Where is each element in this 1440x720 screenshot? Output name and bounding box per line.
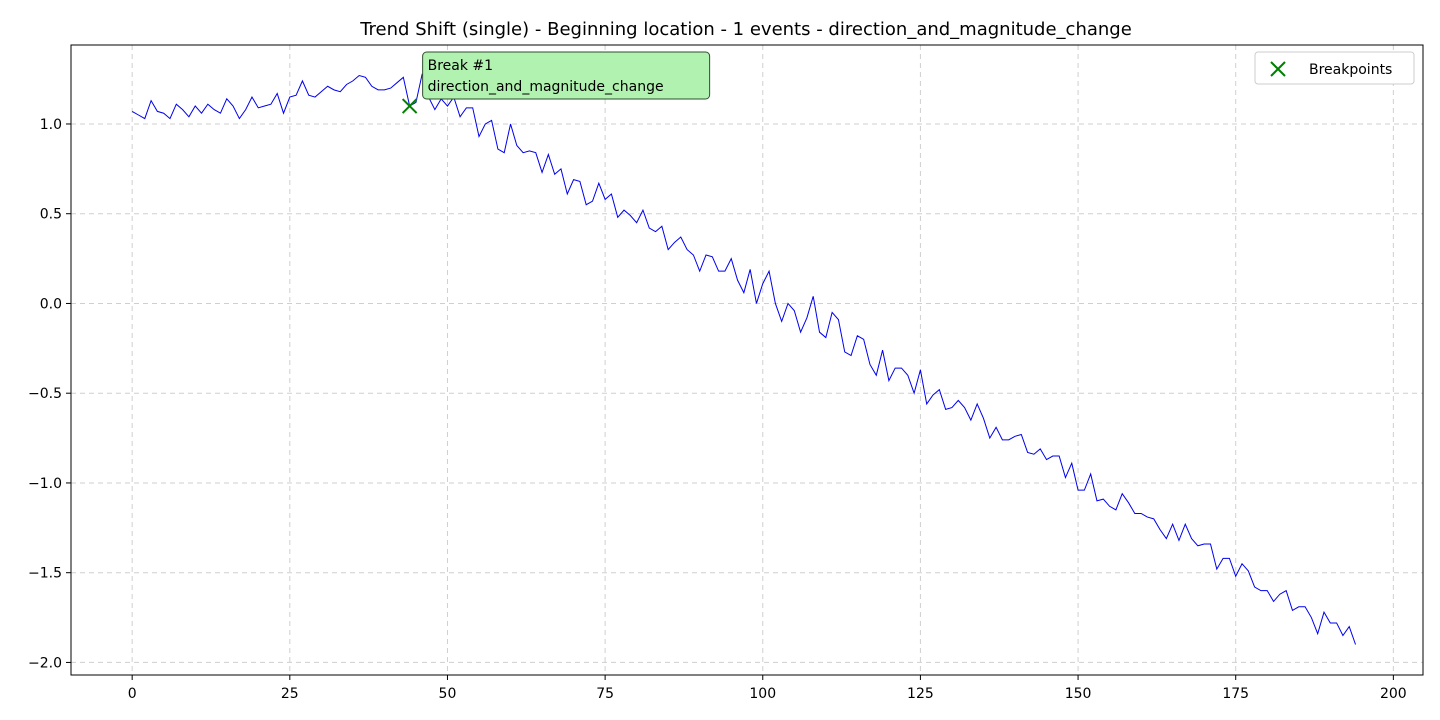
x-tick-label-7: 175 [1222,686,1249,702]
chart-title: Trend Shift (single) - Beginning locatio… [359,19,1132,40]
series-layer [131,73,1357,645]
legend-label-0: Breakpoints [1309,62,1392,78]
annotation-line-1: Break #1 [428,58,493,74]
breakpoint-x-stroke-b [401,98,418,114]
breakpoint-annotation-0: Break #1 direction_and_magnitude_change [422,51,711,100]
legend-box [1254,51,1415,85]
y-tick-label-0: 1.0 [40,117,62,133]
annotation-box [422,51,711,100]
axes: 0 25 50 75 100 125 150 175 200 1.0 0.5 0.0 −0.5 −1.0 −… [28,44,1424,702]
breakpoint-layer: Break #1 direction_and_magnitude_change [401,51,711,114]
grid-lines [71,45,1423,675]
x-tick-label-1: 25 [281,686,299,702]
plot-frame [70,44,1424,676]
legend-x-stroke-b [1270,61,1286,77]
legend-marker-0 [1270,61,1286,77]
breakpoint-marker-0 [401,98,418,114]
y-tick-label-1: 0.5 [40,207,62,223]
annotation-line-2: direction_and_magnitude_change [428,79,664,95]
x-tick-label-8: 200 [1380,686,1407,702]
x-tick-label-3: 75 [596,686,614,702]
x-tick-label-4: 100 [749,686,776,702]
y-tick-label-2: 0.0 [40,296,62,312]
y-tick-label-4: −1.0 [28,476,62,492]
y-tick-label-3: −0.5 [28,386,62,402]
y-tick-label-6: −2.0 [28,655,62,671]
legend: Breakpoints [1254,51,1415,85]
x-tick-label-6: 150 [1065,686,1092,702]
x-tick-label-0: 0 [128,686,137,702]
x-tick-label-5: 125 [907,686,934,702]
series-line-0 [131,73,1357,645]
x-tick-label-2: 50 [439,686,457,702]
y-tick-label-5: −1.5 [28,566,62,582]
